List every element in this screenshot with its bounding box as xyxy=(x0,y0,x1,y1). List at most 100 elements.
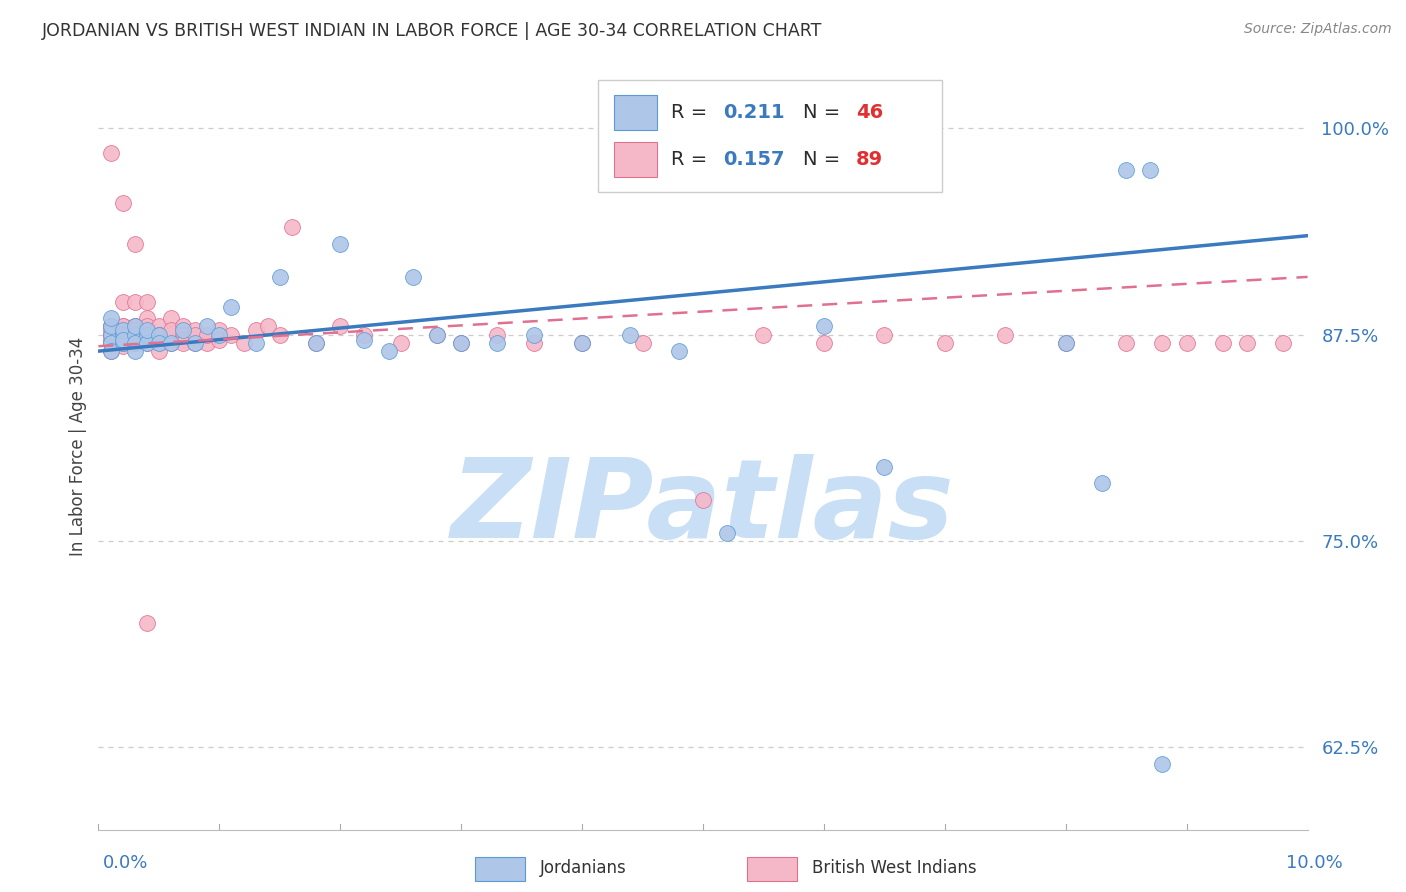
FancyBboxPatch shape xyxy=(747,857,797,880)
Point xyxy=(245,335,267,350)
Point xyxy=(148,319,170,334)
Point xyxy=(1272,335,1295,350)
Point xyxy=(135,323,157,337)
Text: 89: 89 xyxy=(856,150,883,169)
Point xyxy=(111,327,134,342)
Point xyxy=(184,327,207,342)
Text: 0.157: 0.157 xyxy=(724,150,785,169)
Point xyxy=(111,294,134,309)
Point xyxy=(111,323,134,337)
Point xyxy=(245,323,267,337)
Point xyxy=(135,327,157,342)
Text: Source: ZipAtlas.com: Source: ZipAtlas.com xyxy=(1244,22,1392,37)
Point xyxy=(124,327,146,342)
Point xyxy=(135,294,157,309)
Point xyxy=(329,319,352,334)
Point xyxy=(752,327,775,342)
Point xyxy=(1115,162,1137,177)
Point xyxy=(172,327,194,342)
Point xyxy=(1236,335,1258,350)
Text: N =: N = xyxy=(803,103,846,122)
Text: 10.0%: 10.0% xyxy=(1286,855,1343,872)
Point xyxy=(377,344,399,359)
Point xyxy=(111,335,134,350)
Point xyxy=(389,335,412,350)
Point xyxy=(305,335,328,350)
Point xyxy=(111,335,134,350)
Point xyxy=(1115,335,1137,350)
Point xyxy=(100,311,122,326)
Point xyxy=(100,335,122,350)
Point xyxy=(100,146,122,161)
Point xyxy=(148,335,170,350)
Point xyxy=(281,220,304,235)
Point xyxy=(111,319,134,334)
Point xyxy=(486,335,509,350)
Point xyxy=(111,335,134,350)
Point xyxy=(208,327,231,342)
Point xyxy=(124,319,146,334)
Point xyxy=(160,335,183,350)
Point xyxy=(100,327,122,342)
Point xyxy=(353,327,375,342)
Point xyxy=(100,344,122,359)
Point xyxy=(353,333,375,347)
Text: British West Indians: British West Indians xyxy=(811,859,976,877)
Point xyxy=(172,333,194,347)
Point xyxy=(1152,756,1174,771)
Point xyxy=(100,323,122,337)
Point xyxy=(305,335,328,350)
Point xyxy=(124,344,146,359)
Point xyxy=(184,335,207,350)
FancyBboxPatch shape xyxy=(614,142,658,177)
Point xyxy=(256,319,278,334)
Text: R =: R = xyxy=(671,103,713,122)
Point xyxy=(111,327,134,342)
Point xyxy=(111,339,134,353)
Point xyxy=(172,319,194,334)
Point xyxy=(135,335,157,350)
Point xyxy=(450,335,472,350)
Point xyxy=(135,311,157,326)
Point xyxy=(195,319,218,334)
Point xyxy=(160,335,183,350)
Point xyxy=(100,327,122,342)
Point xyxy=(523,335,546,350)
Point xyxy=(111,319,134,334)
Point xyxy=(135,323,157,337)
Point xyxy=(208,333,231,347)
Point xyxy=(329,236,352,251)
Point xyxy=(124,319,146,334)
Point xyxy=(124,294,146,309)
Point xyxy=(1091,476,1114,491)
Point xyxy=(450,335,472,350)
Point xyxy=(1054,335,1077,350)
Point xyxy=(221,300,243,314)
Point xyxy=(100,344,122,359)
Point xyxy=(1212,335,1234,350)
Point xyxy=(148,344,170,359)
Point xyxy=(813,319,835,334)
Text: Jordanians: Jordanians xyxy=(540,859,627,877)
Point xyxy=(135,335,157,350)
Text: ZIPatlas: ZIPatlas xyxy=(451,454,955,561)
Point xyxy=(124,333,146,347)
Text: JORDANIAN VS BRITISH WEST INDIAN IN LABOR FORCE | AGE 30-34 CORRELATION CHART: JORDANIAN VS BRITISH WEST INDIAN IN LABO… xyxy=(42,22,823,40)
Point xyxy=(148,335,170,350)
Point xyxy=(716,525,738,540)
Text: N =: N = xyxy=(803,150,846,169)
Point xyxy=(873,459,896,474)
Point xyxy=(135,616,157,631)
FancyBboxPatch shape xyxy=(614,95,658,130)
Point xyxy=(111,327,134,342)
Point xyxy=(100,319,122,334)
Point xyxy=(160,327,183,342)
Point xyxy=(221,327,243,342)
Point xyxy=(100,333,122,347)
Point xyxy=(135,319,157,334)
Point xyxy=(160,311,183,326)
Point xyxy=(135,327,157,342)
Point xyxy=(426,327,449,342)
Point xyxy=(100,335,122,350)
Point xyxy=(269,327,291,342)
